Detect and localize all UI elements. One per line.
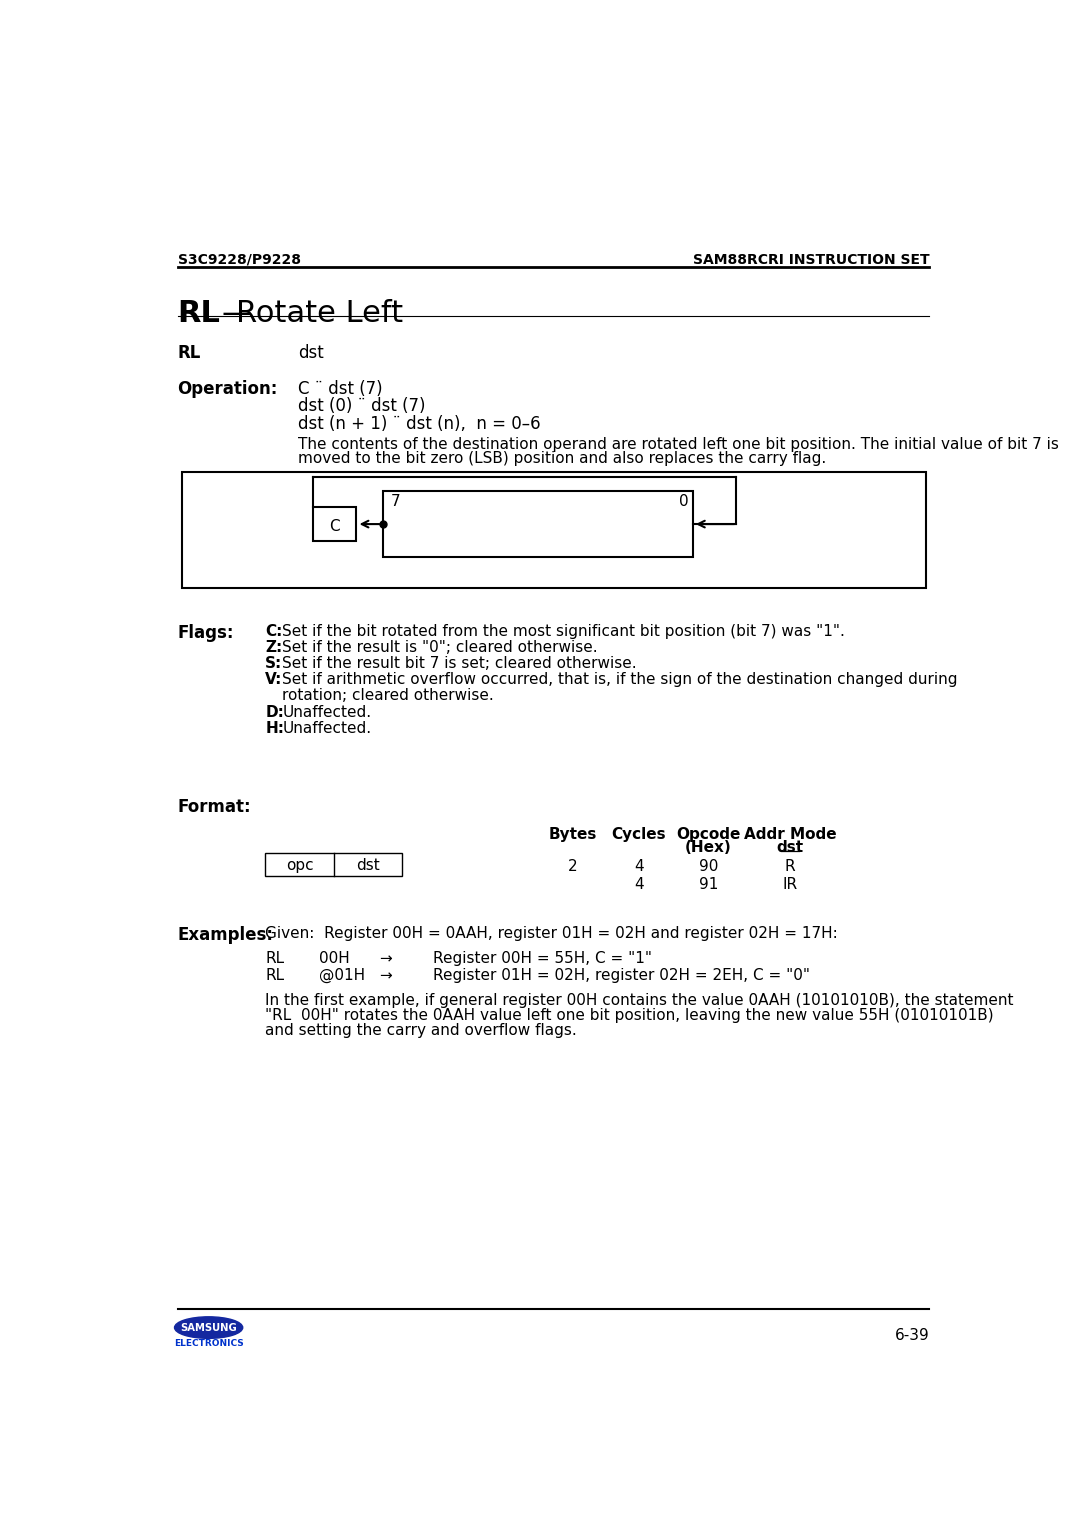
Text: moved to the bit zero (LSB) position and also replaces the carry flag.: moved to the bit zero (LSB) position and…: [298, 451, 826, 466]
Text: RL: RL: [266, 950, 284, 966]
Text: Set if the result is "0"; cleared otherwise.: Set if the result is "0"; cleared otherw…: [282, 640, 598, 656]
Text: Operation:: Operation:: [177, 380, 278, 397]
Text: 91: 91: [699, 877, 718, 892]
Text: opc: opc: [286, 857, 313, 872]
Text: Rotate Left: Rotate Left: [235, 299, 403, 329]
Text: 00H: 00H: [320, 950, 350, 966]
Text: Z:: Z:: [266, 640, 283, 656]
Text: S:: S:: [266, 656, 283, 671]
Text: and setting the carry and overflow flags.: and setting the carry and overflow flags…: [266, 1024, 577, 1039]
Bar: [313, 507, 356, 541]
Text: Given:  Register 00H = 0AAH, register 01H = 02H and register 02H = 17H:: Given: Register 00H = 0AAH, register 01H…: [266, 926, 838, 941]
Ellipse shape: [175, 1317, 243, 1339]
Text: SAM88RCRI INSTRUCTION SET: SAM88RCRI INSTRUCTION SET: [692, 252, 930, 267]
Text: C:: C:: [266, 623, 283, 639]
Text: D:: D:: [266, 704, 284, 720]
Text: Opcode: Opcode: [676, 827, 741, 842]
Text: dst: dst: [777, 840, 804, 856]
Text: IR: IR: [782, 877, 797, 892]
Text: 0: 0: [679, 495, 689, 509]
Text: Cycles: Cycles: [611, 827, 666, 842]
Text: —: —: [221, 299, 253, 329]
Text: Set if the result bit 7 is set; cleared otherwise.: Set if the result bit 7 is set; cleared …: [282, 656, 637, 671]
Text: V:: V:: [266, 672, 283, 688]
Bar: [181, 472, 926, 588]
Text: dst (0) ¨ dst (7): dst (0) ¨ dst (7): [298, 397, 426, 416]
Text: 4: 4: [634, 877, 644, 892]
Text: In the first example, if general register 00H contains the value 0AAH (10101010B: In the first example, if general registe…: [266, 993, 1014, 1007]
Text: dst (n + 1) ¨ dst (n),  n = 0–6: dst (n + 1) ¨ dst (n), n = 0–6: [298, 416, 540, 432]
Text: Set if the bit rotated from the most significant bit position (bit 7) was "1".: Set if the bit rotated from the most sig…: [282, 623, 846, 639]
Text: Unaffected.: Unaffected.: [282, 704, 372, 720]
Text: Set if arithmetic overflow occurred, that is, if the sign of the destination cha: Set if arithmetic overflow occurred, tha…: [282, 672, 958, 688]
Text: Flags:: Flags:: [177, 623, 234, 642]
Text: 7: 7: [391, 495, 401, 509]
Text: SAMSUNG: SAMSUNG: [180, 1323, 237, 1332]
Text: R: R: [784, 859, 795, 874]
Text: @01H: @01H: [320, 969, 365, 983]
Text: RL: RL: [266, 969, 284, 983]
Text: 90: 90: [699, 859, 718, 874]
Text: 2: 2: [568, 859, 578, 874]
Text: →: →: [379, 950, 392, 966]
Text: S3C9228/P9228: S3C9228/P9228: [177, 252, 300, 267]
Text: RL: RL: [177, 299, 220, 329]
Text: "RL  00H" rotates the 0AAH value left one bit position, leaving the new value 55: "RL 00H" rotates the 0AAH value left one…: [266, 1008, 994, 1024]
Text: rotation; cleared otherwise.: rotation; cleared otherwise.: [282, 689, 494, 703]
Bar: [266, 853, 403, 877]
Text: Format:: Format:: [177, 798, 252, 816]
Text: dst: dst: [298, 344, 324, 362]
Text: dst: dst: [356, 857, 380, 872]
Text: Examples:: Examples:: [177, 926, 273, 944]
Bar: [383, 492, 693, 556]
Text: →: →: [379, 969, 392, 983]
Text: RL: RL: [177, 344, 201, 362]
Text: Register 00H = 55H, C = "1": Register 00H = 55H, C = "1": [433, 950, 652, 966]
Text: H:: H:: [266, 721, 284, 736]
Text: Register 01H = 02H, register 02H = 2EH, C = "0": Register 01H = 02H, register 02H = 2EH, …: [433, 969, 810, 983]
Text: 6-39: 6-39: [894, 1328, 930, 1343]
Text: Bytes: Bytes: [549, 827, 597, 842]
Text: (Hex): (Hex): [685, 840, 732, 856]
Text: The contents of the destination operand are rotated left one bit position. The i: The contents of the destination operand …: [298, 437, 1058, 452]
Text: C: C: [329, 520, 340, 535]
Text: C ¨ dst (7): C ¨ dst (7): [298, 380, 382, 397]
Text: Unaffected.: Unaffected.: [282, 721, 372, 736]
Text: Addr Mode: Addr Mode: [743, 827, 836, 842]
Text: 4: 4: [634, 859, 644, 874]
Text: ELECTRONICS: ELECTRONICS: [174, 1339, 243, 1348]
